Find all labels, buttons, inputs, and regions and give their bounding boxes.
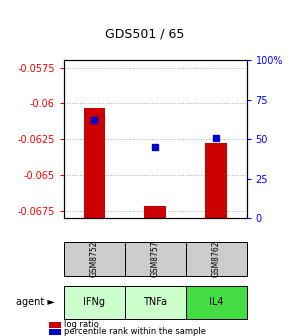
Text: IL4: IL4 (209, 297, 223, 307)
Text: GSM8762: GSM8762 (211, 241, 221, 277)
Text: percentile rank within the sample: percentile rank within the sample (64, 328, 206, 336)
Text: log ratio: log ratio (64, 320, 99, 329)
Bar (205, 143, 227, 218)
Text: agent ►: agent ► (16, 297, 55, 307)
Text: GSM8757: GSM8757 (151, 240, 160, 277)
Text: GDS501 / 65: GDS501 / 65 (105, 27, 185, 40)
Bar (84, 108, 105, 218)
Bar (144, 206, 166, 218)
Text: TNFa: TNFa (143, 297, 167, 307)
Text: GSM8752: GSM8752 (90, 241, 99, 277)
Text: IFNg: IFNg (83, 297, 105, 307)
